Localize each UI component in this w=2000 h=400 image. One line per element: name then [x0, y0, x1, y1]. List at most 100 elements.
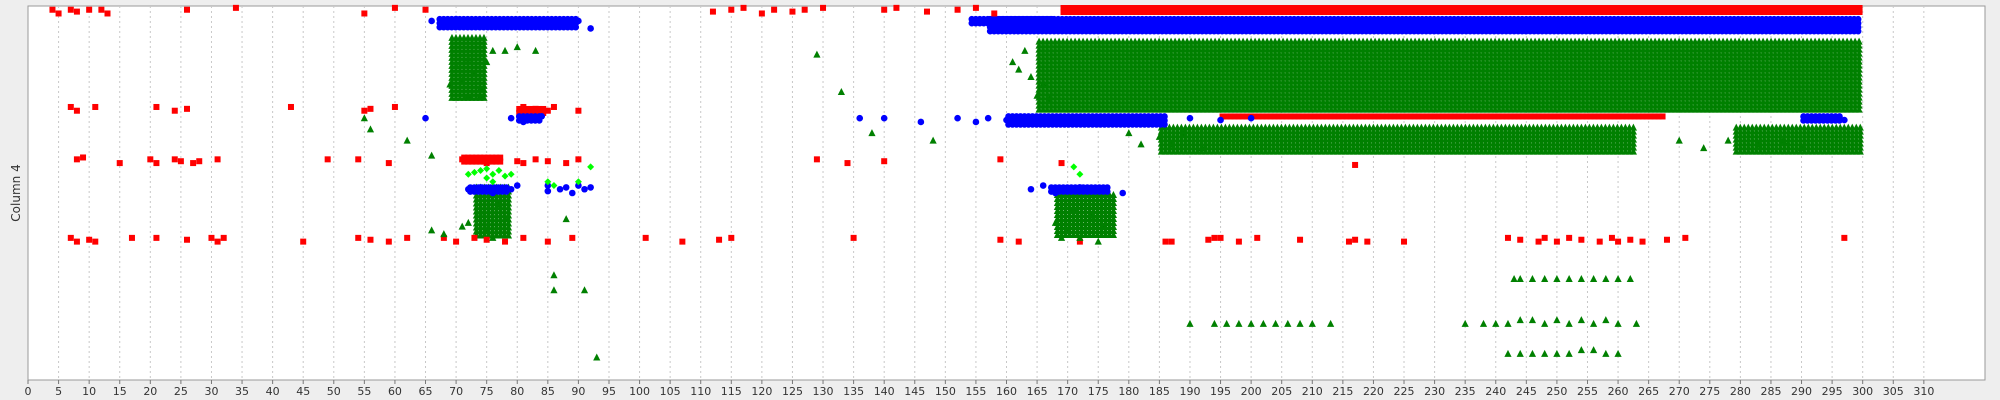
cluster-point — [1492, 9, 1499, 15]
cluster-point — [1100, 9, 1107, 15]
cluster-point — [1492, 5, 1499, 11]
cluster-point — [1248, 5, 1255, 11]
cluster-point — [1816, 9, 1823, 15]
cluster-point — [1531, 113, 1538, 120]
cluster-point — [1556, 5, 1563, 11]
cluster-point — [1212, 5, 1219, 11]
cluster-point — [1792, 5, 1799, 11]
cluster-point — [1499, 113, 1506, 120]
cluster-point — [1180, 5, 1187, 11]
cluster-point — [1176, 5, 1183, 11]
cluster-point — [1407, 113, 1414, 120]
cluster-point — [1488, 9, 1495, 15]
cluster-point — [1120, 9, 1127, 15]
cluster-point — [1416, 5, 1423, 11]
cluster-point — [1656, 5, 1663, 11]
cluster-point — [1448, 9, 1455, 15]
cluster-point — [1780, 9, 1787, 15]
cluster-point — [1579, 113, 1586, 120]
cluster-point — [1507, 113, 1514, 120]
cluster-point — [1424, 9, 1431, 15]
cluster-point — [1240, 9, 1247, 15]
cluster-point — [1700, 9, 1707, 15]
cluster-point — [1432, 9, 1439, 15]
cluster-point — [1472, 5, 1479, 11]
cluster-point — [1288, 9, 1295, 15]
cluster-point — [1512, 5, 1519, 11]
cluster-point — [1424, 5, 1431, 11]
cluster-point — [1600, 5, 1607, 11]
cluster-point — [1760, 9, 1767, 15]
cluster-point — [1228, 9, 1235, 15]
cluster-point — [1520, 9, 1527, 15]
cluster-point — [1096, 9, 1103, 15]
cluster-point — [1836, 5, 1843, 11]
cluster-point — [1096, 5, 1103, 11]
cluster-point — [1463, 113, 1470, 120]
cluster-point — [1524, 5, 1531, 11]
cluster-point — [1208, 5, 1215, 11]
cluster-point — [1855, 45, 1863, 53]
cluster-point — [1708, 5, 1715, 11]
cluster-point — [1208, 9, 1215, 15]
cluster-point — [1796, 9, 1803, 15]
cluster-point — [1756, 9, 1763, 15]
cluster-point — [1092, 9, 1099, 15]
cluster-point — [1252, 9, 1259, 15]
cluster-point — [1508, 5, 1515, 11]
cluster-point — [1280, 5, 1287, 11]
cluster-point — [1495, 113, 1502, 120]
cluster-point — [1064, 9, 1071, 15]
cluster-point — [1648, 5, 1655, 11]
cluster-point — [1308, 9, 1315, 15]
cluster-point — [1339, 113, 1346, 120]
cluster-point — [1804, 9, 1811, 15]
cluster-point — [1824, 5, 1831, 11]
cluster-point — [1332, 9, 1339, 15]
cluster-point — [1752, 9, 1759, 15]
cluster-point — [1467, 113, 1474, 120]
cluster-point — [1696, 5, 1703, 11]
cluster-point — [1300, 9, 1307, 15]
cluster-point — [1292, 9, 1299, 15]
cluster-point — [1084, 9, 1091, 15]
cluster-point — [1471, 113, 1478, 120]
cluster-point — [1144, 9, 1151, 15]
cluster-point — [1544, 5, 1551, 11]
cluster-point — [1240, 5, 1247, 11]
cluster-point — [1299, 113, 1306, 120]
cluster-point — [1652, 5, 1659, 11]
cluster-point — [1100, 5, 1107, 11]
cluster-point — [1227, 113, 1234, 120]
cluster-point — [1487, 113, 1494, 120]
cluster-point — [1512, 9, 1519, 15]
cluster-point — [1423, 113, 1430, 120]
cluster-point — [1124, 5, 1131, 11]
cluster-point — [1320, 5, 1327, 11]
cluster-point — [1292, 5, 1299, 11]
cluster-point — [1400, 9, 1407, 15]
cluster-point — [1188, 9, 1195, 15]
cluster-point — [1443, 113, 1450, 120]
cluster-point — [1448, 5, 1455, 11]
cluster-point — [1219, 113, 1226, 120]
cluster-point — [1400, 5, 1407, 11]
cluster-point — [1343, 113, 1350, 120]
cluster-point — [1368, 9, 1375, 15]
cluster-point — [1652, 9, 1659, 15]
cluster-point — [1164, 9, 1171, 15]
cluster-point — [1752, 5, 1759, 11]
cluster-point — [1404, 9, 1411, 15]
cluster-point — [1788, 9, 1795, 15]
cluster-point — [1527, 113, 1534, 120]
cluster-point — [1223, 113, 1230, 120]
cluster-point — [1272, 5, 1279, 11]
cluster-point — [1631, 113, 1638, 120]
cluster-point — [1376, 9, 1383, 15]
cluster-point — [1704, 9, 1711, 15]
cluster-point — [1304, 9, 1311, 15]
cluster-point — [1372, 5, 1379, 11]
cluster-point — [1256, 5, 1263, 11]
